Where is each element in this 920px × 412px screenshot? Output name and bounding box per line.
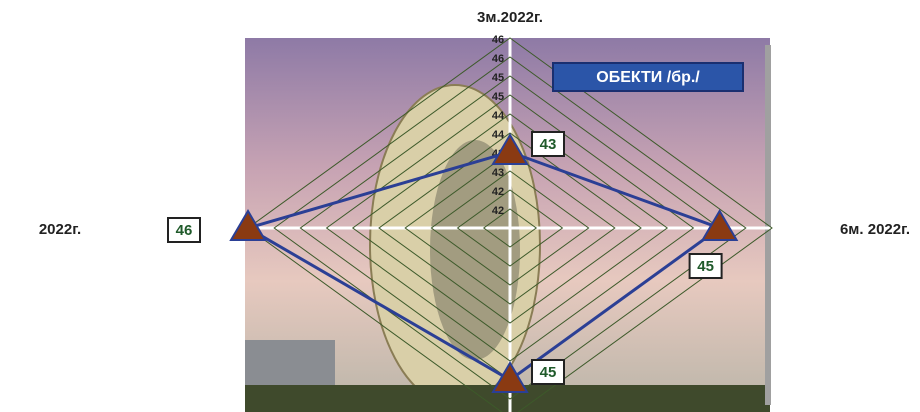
legend-label: ОБЕКТИ /бр./ — [596, 69, 700, 86]
tick-label: 43 — [492, 167, 504, 179]
category-label: 2022г. — [39, 221, 81, 238]
grid-line — [378, 132, 642, 324]
value-label-box — [688, 253, 723, 279]
grid-line — [482, 208, 538, 248]
legend-box — [552, 62, 744, 92]
category-label: 6м. 2022г. — [840, 221, 910, 238]
tick-label: 42 — [492, 205, 504, 217]
value-label: 46 — [176, 222, 193, 239]
grid-layer: 42 42 43 43 44 44 45 45 46 46 — [245, 34, 775, 412]
category-label: 3м.2022г. — [477, 9, 543, 26]
marker — [491, 133, 529, 165]
grid-line — [456, 189, 564, 267]
tick-label: 45 — [492, 91, 504, 103]
value-label-box — [531, 359, 565, 385]
plot-layer: 43 45 45 46 — [167, 131, 739, 393]
value-label: 45 — [697, 258, 714, 275]
grid-line — [404, 151, 616, 305]
tick-label: 42 — [492, 186, 504, 198]
background-image — [245, 38, 771, 412]
tick-label: 45 — [492, 72, 504, 84]
value-label-box — [167, 217, 201, 243]
grid-line — [325, 94, 695, 362]
marker — [700, 209, 739, 241]
value-label: 45 — [540, 364, 557, 381]
value-label: 43 — [540, 136, 557, 153]
tick-label: 44 — [492, 110, 505, 122]
marker — [491, 361, 529, 393]
grid-line — [430, 170, 590, 286]
marker — [229, 209, 267, 241]
grid-line — [247, 37, 773, 412]
tick-label: 46 — [492, 34, 504, 46]
value-label-box — [531, 131, 565, 157]
grid-line — [273, 56, 747, 400]
tick-label: 44 — [492, 129, 505, 141]
tick-label: 46 — [492, 53, 504, 65]
